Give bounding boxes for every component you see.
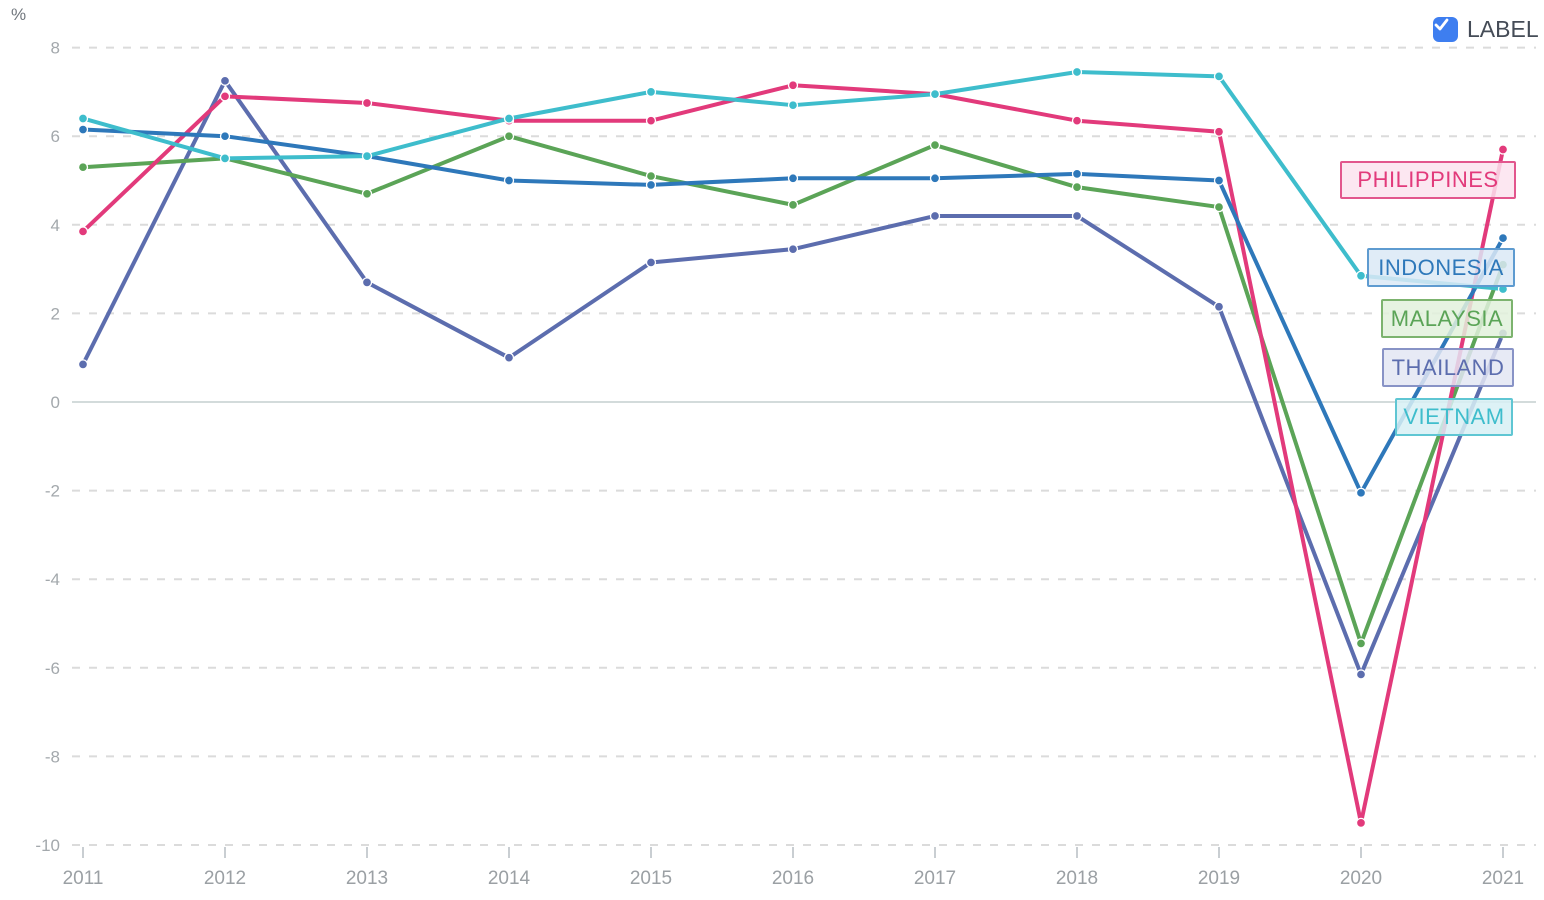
svg-text:2: 2 [51, 304, 60, 323]
label-toggle[interactable]: LABEL [1433, 16, 1539, 43]
svg-text:2012: 2012 [204, 868, 246, 889]
series-label-philippines[interactable]: PHILIPPINES [1340, 161, 1516, 199]
svg-text:6: 6 [51, 127, 60, 146]
series-label-vietnam[interactable]: VIETNAM [1395, 398, 1513, 436]
label-checkbox[interactable] [1433, 17, 1458, 42]
svg-text:-10: -10 [35, 836, 60, 855]
svg-text:-2: -2 [45, 482, 60, 501]
svg-text:2011: 2011 [63, 868, 104, 889]
svg-text:-4: -4 [45, 570, 60, 589]
svg-text:2016: 2016 [772, 868, 814, 889]
label-toggle-text: LABEL [1467, 16, 1539, 42]
svg-text:-8: -8 [45, 747, 60, 766]
series-label-thailand[interactable]: THAILAND [1382, 348, 1514, 387]
svg-text:2014: 2014 [488, 868, 531, 889]
svg-text:8: 8 [51, 39, 60, 58]
svg-text:2013: 2013 [346, 868, 388, 889]
series-label-indonesia[interactable]: INDONESIA [1367, 248, 1515, 287]
series-label-malaysia[interactable]: MALAYSIA [1381, 299, 1513, 338]
svg-text:0: 0 [51, 393, 60, 412]
svg-text:4: 4 [51, 216, 60, 235]
svg-text:2020: 2020 [1340, 868, 1382, 889]
svg-text:2021: 2021 [1482, 868, 1524, 889]
y-axis-unit-label: % [11, 5, 27, 24]
svg-text:2019: 2019 [1198, 868, 1240, 889]
svg-text:2017: 2017 [914, 868, 956, 889]
svg-text:-6: -6 [45, 659, 60, 678]
svg-text:2018: 2018 [1056, 868, 1098, 889]
check-icon [1434, 18, 1449, 31]
svg-text:2015: 2015 [630, 868, 672, 889]
